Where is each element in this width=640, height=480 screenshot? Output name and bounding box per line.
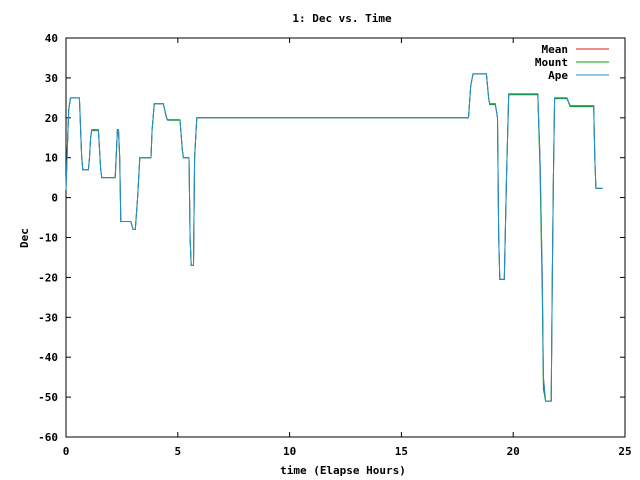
y-tick-label: 20 xyxy=(45,112,58,125)
x-tick-label: 10 xyxy=(283,445,296,458)
series-line-ape xyxy=(65,73,603,402)
y-tick-label: -40 xyxy=(38,351,58,364)
x-tick-label: 15 xyxy=(395,445,408,458)
y-axis-label: Dec xyxy=(18,228,31,248)
axes: -60 -50 -40 -30 -20 -10 0 10 20 30 40 0 5 10 15 20 25 xyxy=(38,32,632,458)
x-tick-label: 20 xyxy=(507,445,520,458)
x-axis-label: time (Elapse Hours) xyxy=(280,464,406,477)
legend-label-mount: Mount xyxy=(535,56,568,69)
x-tick-label: 25 xyxy=(618,445,631,458)
y-tick-label: 0 xyxy=(51,192,58,205)
y-tick-label: 30 xyxy=(45,72,58,85)
x-tick-label: 5 xyxy=(174,445,181,458)
series-layer xyxy=(65,73,603,402)
chart-title: 1: Dec vs. Time xyxy=(292,12,392,25)
legend-label-ape: Ape xyxy=(548,69,568,82)
y-tick-label: -30 xyxy=(38,311,58,324)
y-tick-label: -60 xyxy=(38,431,58,444)
legend-label-mean: Mean xyxy=(542,43,569,56)
y-tick-label: 40 xyxy=(45,32,58,45)
y-tick-label: -20 xyxy=(38,271,58,284)
series-line-mount xyxy=(65,73,603,402)
y-tick-label: -50 xyxy=(38,391,58,404)
y-tick-label: -10 xyxy=(38,232,58,245)
y-tick-label: 10 xyxy=(45,152,58,165)
x-tick-label: 0 xyxy=(63,445,70,458)
series-line-mean xyxy=(65,73,603,402)
